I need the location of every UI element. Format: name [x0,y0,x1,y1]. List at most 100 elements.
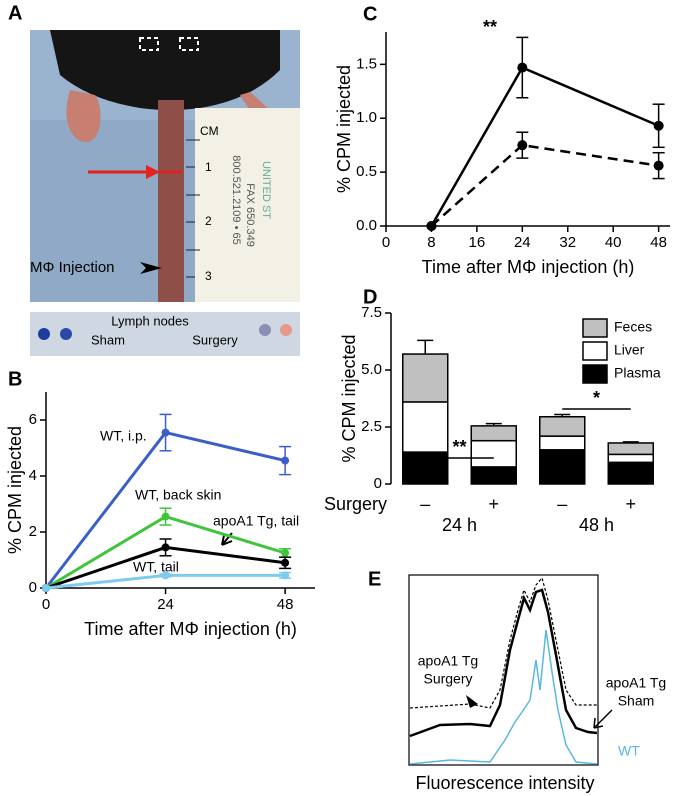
tail [158,100,184,302]
series-label: WT, back skin [135,487,221,503]
data-point [281,558,290,567]
x-tick-label: 0 [42,596,50,613]
x-tick-label: 48 [277,596,294,613]
bar-segment [539,435,586,451]
panel-label: A [8,2,22,24]
data-point [426,221,437,231]
marker [139,37,159,51]
bar-segment [470,466,517,485]
strip-title: Lymph nodes [111,313,189,328]
lymph-strip [30,312,300,356]
series-label: WT, i.p. [100,428,147,444]
bar-segment [470,439,517,468]
ruler-number: 2 [205,214,212,228]
x-tick-label: 24 [514,234,531,251]
data-point [281,549,290,557]
x-tick-label: 8 [427,234,435,251]
x-tick-label: + [625,494,636,514]
data-point [161,512,170,521]
legend-swatch [582,318,608,338]
x-axis-label: Surgery [324,494,387,514]
x-tick-label: 40 [605,234,622,251]
sham-curve [409,588,598,738]
strip-label: Sham [91,332,125,347]
bar-segment [402,401,449,453]
data-point [161,428,170,437]
y-axis-label: % CPM injected [5,426,25,554]
y-tick-label: 0.5 [356,163,377,180]
bar-segment [539,415,586,437]
annotation-arrowhead [466,695,478,708]
ruler-number: 3 [205,269,212,283]
annotation: Surgery [423,671,472,687]
y-tick-label: 1.5 [356,55,377,72]
data-point [281,456,290,465]
data-point [161,543,170,552]
legend-label: Plasma [614,365,661,381]
bar-segment [539,449,586,485]
data-point [517,62,528,73]
data-point [281,571,290,580]
annotation: ** [452,437,466,457]
lymph-node [259,324,271,336]
x-axis-label: Time after MΦ injection (h) [84,619,297,639]
annotation: apoA1 Tg [418,653,478,669]
y-tick-label: 5.0 [361,361,382,378]
panel-label: B [8,368,22,390]
y-tick-label: 2 [29,523,37,540]
injection-label: MΦ Injection [30,259,115,276]
annotation: apoA1 Tg [606,675,666,691]
annotation: ** [483,17,497,37]
data-point [42,584,50,592]
x-tick-label: – [420,494,430,514]
bar-segment [470,425,517,442]
x-axis-label: Time after MΦ injection (h) [422,257,635,277]
mouse-body [50,30,280,110]
ruler-print: FAX 650.349 [244,183,256,247]
ruler [195,108,300,302]
bar-segment [607,461,654,485]
legend-label: Feces [614,319,652,335]
panel-label: C [363,3,377,25]
x-tick-label: 0 [382,234,390,251]
x-tick-label: 32 [559,234,576,251]
panel-label: D [363,286,377,308]
ruler-ticks [186,139,200,278]
injection-arrowhead [140,262,162,274]
y-tick-label: 1.0 [356,109,377,126]
y-tick-label: 4 [29,467,37,484]
legend-swatch [582,341,608,361]
ruler-print: UNITED ST [260,161,272,219]
marker [179,37,199,51]
ruler-unit: CM [200,124,219,138]
photo [30,30,300,356]
lymph-node [280,324,292,336]
annotation-arrow [593,709,613,729]
ruler-print: 800.521.2109 • 65 [230,155,242,245]
bar-segment [607,442,654,456]
lymph-node [60,328,72,340]
y-tick-label: 2.5 [361,418,382,435]
mouse-leg [66,90,101,143]
series-label: WT, tail [133,559,179,575]
x-axis-label: Fluorescence intensity [415,773,594,793]
annotation: Sham [618,693,655,709]
data-point [161,571,170,580]
annotation: * [593,388,600,408]
surgery-curve [409,576,597,709]
histogram-frame [408,574,599,766]
x-tick-label: 48 [650,234,667,251]
y-tick-label: 0.0 [356,217,377,234]
legend-label: Liver [614,342,645,358]
x-tick-label: – [557,494,567,514]
x-tick-label: + [488,494,499,514]
panel-label: E [368,568,381,590]
series-line [430,65,660,227]
annotation: WT [618,743,640,759]
data-point [653,160,664,171]
y-tick-label: 0 [29,579,37,596]
data-point [517,140,528,151]
bar-segment [607,453,654,464]
lymph-node [38,328,50,340]
